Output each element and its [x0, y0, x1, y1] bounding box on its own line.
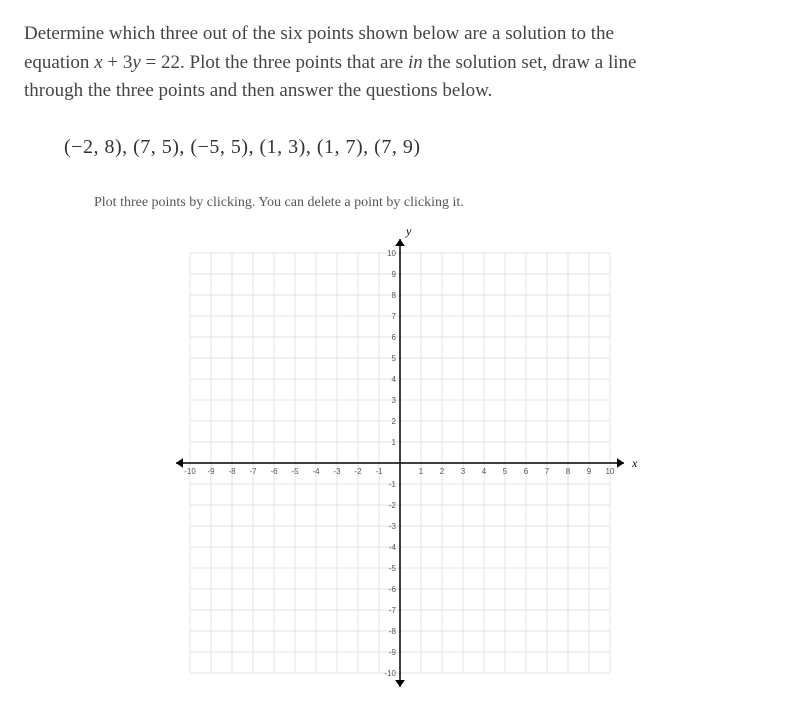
svg-text:-5: -5 [389, 564, 397, 573]
svg-text:2: 2 [440, 467, 445, 476]
svg-text:-10: -10 [384, 669, 396, 678]
svg-text:5: 5 [503, 467, 508, 476]
svg-text:1: 1 [392, 438, 397, 447]
svg-text:9: 9 [392, 270, 397, 279]
svg-text:-7: -7 [389, 606, 397, 615]
problem-statement: Determine which three out of the six poi… [24, 20, 764, 106]
problem-line2-post2: the solution set, draw a line [423, 52, 637, 73]
svg-text:-6: -6 [270, 467, 278, 476]
problem-line3: through the three points and then answer… [24, 80, 492, 101]
problem-em-in: in [408, 52, 423, 73]
svg-text:3: 3 [461, 467, 466, 476]
svg-text:2: 2 [392, 417, 397, 426]
coordinate-grid[interactable]: -10 -9 -8 -7 -6 -5 -4 -3 -2 -1 1 2 3 4 5 6 7 8 9 10 -10 -9 -8 -… [160, 223, 640, 703]
eq-var-y: y [132, 52, 140, 73]
candidate-points: (−2, 8), (7, 5), (−5, 5), (1, 3), (1, 7)… [64, 136, 776, 159]
svg-text:-4: -4 [312, 467, 320, 476]
problem-line2-post1: . Plot the three points that are [180, 52, 408, 73]
problem-line2-pre: equation [24, 52, 94, 73]
svg-text:y: y [405, 224, 412, 238]
svg-text:-9: -9 [207, 467, 215, 476]
svg-text:3: 3 [392, 396, 397, 405]
svg-text:-7: -7 [249, 467, 257, 476]
problem-line1: Determine which three out of the six poi… [24, 23, 614, 44]
svg-text:9: 9 [587, 467, 592, 476]
svg-text:4: 4 [392, 375, 397, 384]
svg-text:-3: -3 [333, 467, 341, 476]
svg-text:5: 5 [392, 354, 397, 363]
svg-text:-5: -5 [291, 467, 299, 476]
svg-text:-9: -9 [389, 648, 397, 657]
svg-text:-2: -2 [354, 467, 362, 476]
svg-text:7: 7 [392, 312, 397, 321]
svg-text:-1: -1 [389, 480, 397, 489]
eq-eq: = 22 [141, 52, 180, 73]
svg-text:4: 4 [482, 467, 487, 476]
svg-text:-6: -6 [389, 585, 397, 594]
svg-text:10: 10 [387, 249, 396, 258]
svg-text:-8: -8 [389, 627, 397, 636]
plot-instruction: Plot three points by clicking. You can d… [94, 195, 776, 211]
eq-plus: + 3 [103, 52, 133, 73]
svg-text:8: 8 [392, 291, 397, 300]
svg-text:7: 7 [545, 467, 550, 476]
svg-text:6: 6 [524, 467, 529, 476]
svg-text:-2: -2 [389, 501, 397, 510]
svg-text:10: 10 [606, 467, 615, 476]
eq-var-x: x [94, 52, 102, 73]
svg-text:-4: -4 [389, 543, 397, 552]
svg-text:8: 8 [566, 467, 571, 476]
svg-text:-8: -8 [228, 467, 236, 476]
svg-text:6: 6 [392, 333, 397, 342]
svg-text:1: 1 [419, 467, 424, 476]
svg-text:-10: -10 [184, 467, 196, 476]
svg-text:-1: -1 [375, 467, 383, 476]
svg-text:x: x [631, 456, 638, 470]
svg-text:-3: -3 [389, 522, 397, 531]
